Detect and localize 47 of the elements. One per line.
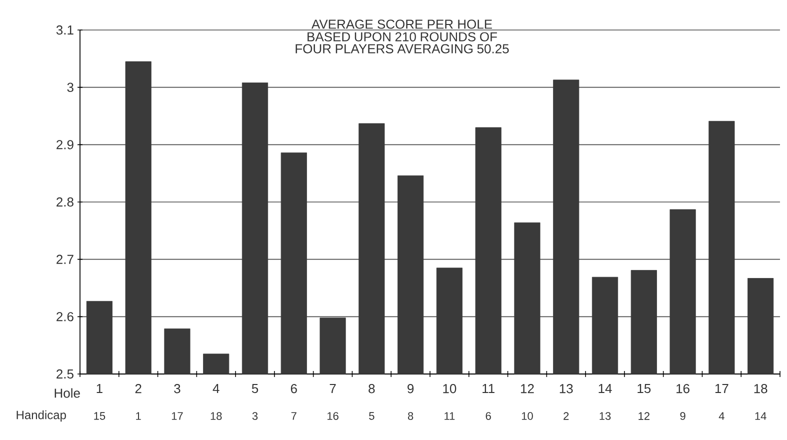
x-tick-label: 12 [520, 384, 534, 394]
x-tick-label: 4 [212, 384, 220, 393]
text: 8 [408, 412, 414, 420]
text: 1 [136, 412, 141, 420]
y-tick-label: 2.8 [56, 197, 74, 207]
chart-subtitle: BASED UPON 210 ROUNDS OF FOUR PLAYERS AVERAGING 50.25 [296, 32, 509, 54]
text: 15 [94, 412, 106, 420]
x-tick-label: 5 [252, 384, 258, 394]
x-tick-label: 16 [676, 384, 690, 394]
x-tick-label: 18 [754, 384, 768, 394]
y-tick-label: 2.7 [56, 254, 74, 264]
x-tick-label: 6 [290, 384, 297, 394]
text: 11 [444, 412, 455, 420]
text: 6 [486, 412, 491, 420]
text: 17 [172, 412, 183, 420]
text: 10 [522, 412, 533, 420]
x-tick-label: 11 [482, 384, 494, 393]
y-tick-label: 3 [67, 82, 74, 92]
x-tick-label: 7 [330, 384, 336, 393]
x-tick-label: 8 [368, 384, 375, 394]
text: 16 [328, 412, 338, 420]
text: 5 [369, 412, 374, 420]
x-tick-label: 13 [560, 384, 573, 394]
text: 2 [564, 412, 569, 420]
text: 9 [680, 412, 686, 420]
chart-title: AVERAGE SCORE PER HOLE [311, 20, 492, 29]
text: Handicap [16, 410, 66, 422]
y-tick-label: 2.9 [56, 140, 74, 150]
text: 14 [755, 412, 766, 420]
text: 18 [210, 412, 222, 420]
text: 7 [291, 412, 296, 420]
y-tick-label: 2.5 [56, 369, 74, 379]
y-tick-label: 3.1 [56, 25, 74, 35]
text: 12 [638, 412, 650, 420]
x-tick-label: 14 [598, 384, 612, 393]
x-axis-title: Hole [54, 388, 80, 398]
x-tick-label: 3 [174, 384, 180, 394]
x-tick-label: 9 [408, 384, 414, 394]
x-tick-label: 1 [96, 384, 102, 393]
x-tick-label: 2 [135, 384, 142, 394]
x-tick-label: 15 [638, 384, 651, 394]
text: 13 [600, 412, 611, 420]
text: 4 [718, 412, 724, 420]
y-tick-label: 2.6 [56, 312, 74, 322]
x-tick-label: 17 [715, 384, 728, 393]
x-tick-label: 10 [443, 384, 456, 394]
text: 3 [252, 412, 258, 420]
